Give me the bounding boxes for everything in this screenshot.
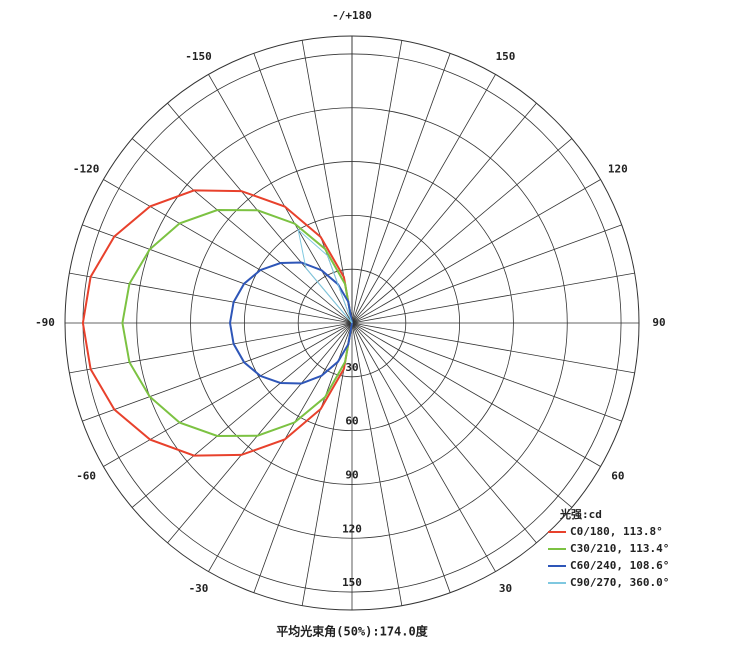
spoke [253, 322, 353, 593]
series-line [121, 208, 353, 438]
spoke [351, 322, 622, 422]
legend-label: C0/180, 113.8° [570, 525, 663, 538]
angle-label: 120 [608, 163, 628, 176]
angle-label: -120 [73, 163, 100, 176]
spoke [167, 322, 353, 544]
r-tick-label: 90 [345, 468, 358, 481]
legend-label: C30/210, 113.4° [570, 542, 669, 555]
grid-ring [297, 268, 407, 378]
series-line [81, 189, 353, 457]
spoke [351, 102, 537, 324]
angle-label: 30 [499, 582, 512, 595]
angle-label: 90 [652, 316, 665, 329]
spoke [208, 74, 353, 324]
spoke [351, 224, 622, 324]
spoke [131, 138, 353, 324]
legend-title: 光强:cd [559, 507, 602, 521]
angle-label: -60 [76, 470, 96, 483]
series-line [228, 261, 353, 385]
spoke [351, 322, 635, 374]
spoke [351, 322, 451, 593]
r-tick-label: 150 [342, 576, 362, 589]
angle-label: -30 [189, 582, 209, 595]
spoke [351, 322, 537, 544]
spoke [103, 179, 353, 324]
angle-label: -/+180 [332, 9, 372, 22]
legend-label: C60/240, 108.6° [570, 559, 669, 572]
spoke [82, 224, 353, 324]
r-tick-label: 30 [345, 361, 358, 374]
angle-label: -90 [35, 316, 55, 329]
grid-ring [243, 214, 461, 432]
angle-label: 60 [611, 470, 624, 483]
outer-ring [64, 35, 640, 611]
spoke [351, 322, 496, 572]
angle-label: -150 [185, 50, 212, 63]
r-tick-label: 120 [342, 522, 362, 535]
spoke [351, 322, 601, 467]
spoke [351, 322, 573, 508]
grid-ring [136, 107, 568, 539]
spoke [351, 322, 403, 606]
spoke [103, 322, 353, 467]
spoke [351, 74, 496, 324]
spoke [82, 322, 353, 422]
spoke [351, 272, 635, 324]
spoke [131, 322, 353, 508]
spoke [69, 272, 353, 324]
series-line [297, 228, 353, 324]
legend-label: C90/270, 360.0° [570, 576, 669, 589]
spoke [351, 138, 573, 324]
spoke [351, 53, 451, 324]
r-tick-label: 60 [345, 415, 358, 428]
spoke [208, 322, 353, 572]
grid-ring [190, 161, 514, 485]
angle-label: 150 [496, 50, 516, 63]
spoke [351, 40, 403, 324]
footer: 平均光束角(50%):174.0度 [276, 624, 428, 639]
spoke [351, 179, 601, 324]
spoke [69, 322, 353, 374]
